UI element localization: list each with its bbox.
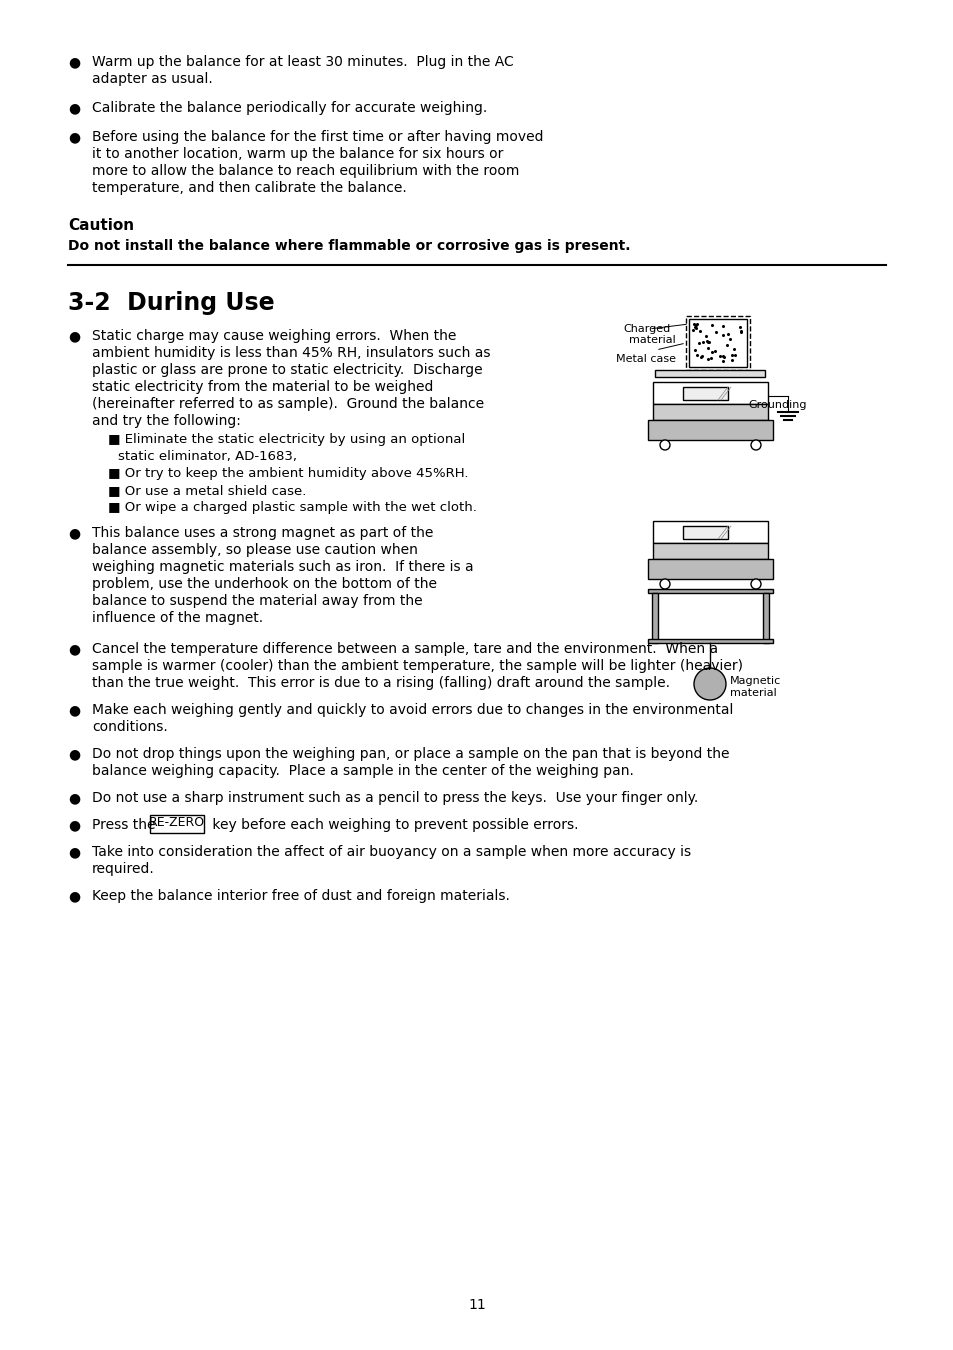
Text: required.: required. <box>91 863 154 876</box>
Text: ●: ● <box>68 747 80 761</box>
Text: ●: ● <box>68 845 80 859</box>
Text: RE-ZERO: RE-ZERO <box>149 817 205 829</box>
Circle shape <box>750 440 760 450</box>
Text: balance weighing capacity.  Place a sample in the center of the weighing pan.: balance weighing capacity. Place a sampl… <box>91 764 633 778</box>
Text: Cancel the temperature difference between a sample, tare and the environment.  W: Cancel the temperature difference betwee… <box>91 643 718 656</box>
Text: material: material <box>628 335 675 346</box>
Text: adapter as usual.: adapter as usual. <box>91 72 213 86</box>
Text: ●: ● <box>68 890 80 903</box>
Bar <box>647 639 772 643</box>
Bar <box>647 589 772 593</box>
Circle shape <box>693 668 725 701</box>
Text: ■ Or wipe a charged plastic sample with the wet cloth.: ■ Or wipe a charged plastic sample with … <box>108 501 477 514</box>
Text: material: material <box>729 688 776 698</box>
Text: ●: ● <box>68 130 80 144</box>
Text: ambient humidity is less than 45% RH, insulators such as: ambient humidity is less than 45% RH, in… <box>91 346 490 360</box>
Bar <box>150 815 204 833</box>
Text: Static charge may cause weighing errors.  When the: Static charge may cause weighing errors.… <box>91 329 456 343</box>
Text: ●: ● <box>68 703 80 717</box>
Bar <box>682 387 727 400</box>
Text: Charged: Charged <box>622 324 670 333</box>
Circle shape <box>750 579 760 589</box>
Text: Press the: Press the <box>91 818 160 832</box>
Text: ●: ● <box>68 643 80 656</box>
Text: sample is warmer (cooler) than the ambient temperature, the sample will be light: sample is warmer (cooler) than the ambie… <box>91 659 742 674</box>
Text: ■ Or use a metal shield case.: ■ Or use a metal shield case. <box>108 485 306 497</box>
Text: temperature, and then calibrate the balance.: temperature, and then calibrate the bala… <box>91 181 406 194</box>
Text: weighing magnetic materials such as iron.  If there is a: weighing magnetic materials such as iron… <box>91 560 473 574</box>
Text: Magnetic: Magnetic <box>729 676 781 686</box>
Circle shape <box>659 579 669 589</box>
Text: Do not use a sharp instrument such as a pencil to press the keys.  Use your fing: Do not use a sharp instrument such as a … <box>91 791 698 805</box>
Text: more to allow the balance to reach equilibrium with the room: more to allow the balance to reach equil… <box>91 163 518 178</box>
Text: it to another location, warm up the balance for six hours or: it to another location, warm up the bala… <box>91 147 503 161</box>
Text: ●: ● <box>68 818 80 832</box>
Bar <box>688 319 746 367</box>
Bar <box>655 370 764 377</box>
Text: ●: ● <box>68 55 80 69</box>
Bar <box>647 559 772 579</box>
Bar <box>652 382 767 404</box>
Bar <box>652 543 767 559</box>
Text: 3-2  During Use: 3-2 During Use <box>68 292 274 315</box>
Text: ■ Or try to keep the ambient humidity above 45%RH.: ■ Or try to keep the ambient humidity ab… <box>108 467 468 481</box>
Bar <box>651 593 658 643</box>
Text: plastic or glass are prone to static electricity.  Discharge: plastic or glass are prone to static ele… <box>91 363 482 377</box>
Text: balance to suspend the material away from the: balance to suspend the material away fro… <box>91 594 422 608</box>
Text: ●: ● <box>68 526 80 540</box>
Bar <box>652 521 767 543</box>
Bar <box>682 526 727 539</box>
Bar <box>652 404 767 420</box>
Text: Metal case: Metal case <box>616 354 676 364</box>
Text: 11: 11 <box>468 1297 485 1312</box>
Text: ●: ● <box>68 791 80 805</box>
Text: key before each weighing to prevent possible errors.: key before each weighing to prevent poss… <box>208 818 578 832</box>
Text: and try the following:: and try the following: <box>91 414 240 428</box>
Text: Do not drop things upon the weighing pan, or place a sample on the pan that is b: Do not drop things upon the weighing pan… <box>91 747 729 761</box>
Bar <box>685 316 749 370</box>
Text: Grounding: Grounding <box>747 400 805 410</box>
Text: ●: ● <box>68 101 80 115</box>
Text: (hereinafter referred to as sample).  Ground the balance: (hereinafter referred to as sample). Gro… <box>91 397 483 410</box>
Bar <box>762 593 768 643</box>
Text: Make each weighing gently and quickly to avoid errors due to changes in the envi: Make each weighing gently and quickly to… <box>91 703 733 717</box>
Text: Caution: Caution <box>68 217 134 234</box>
Text: Warm up the balance for at least 30 minutes.  Plug in the AC: Warm up the balance for at least 30 minu… <box>91 55 514 69</box>
Text: ■ Eliminate the static electricity by using an optional: ■ Eliminate the static electricity by us… <box>108 433 465 446</box>
Text: influence of the magnet.: influence of the magnet. <box>91 612 263 625</box>
Text: balance assembly, so please use caution when: balance assembly, so please use caution … <box>91 543 417 558</box>
Bar <box>647 420 772 440</box>
Text: static electricity from the material to be weighed: static electricity from the material to … <box>91 379 433 394</box>
Text: Take into consideration the affect of air buoyancy on a sample when more accurac: Take into consideration the affect of ai… <box>91 845 690 859</box>
Text: static eliminator, AD-1683,: static eliminator, AD-1683, <box>118 450 296 463</box>
Circle shape <box>659 440 669 450</box>
Text: Keep the balance interior free of dust and foreign materials.: Keep the balance interior free of dust a… <box>91 890 509 903</box>
Text: Calibrate the balance periodically for accurate weighing.: Calibrate the balance periodically for a… <box>91 101 487 115</box>
Text: This balance uses a strong magnet as part of the: This balance uses a strong magnet as par… <box>91 526 433 540</box>
Text: problem, use the underhook on the bottom of the: problem, use the underhook on the bottom… <box>91 576 436 591</box>
Text: Before using the balance for the first time or after having moved: Before using the balance for the first t… <box>91 130 543 144</box>
Text: Do not install the balance where flammable or corrosive gas is present.: Do not install the balance where flammab… <box>68 239 630 252</box>
Text: ●: ● <box>68 329 80 343</box>
Text: than the true weight.  This error is due to a rising (falling) draft around the : than the true weight. This error is due … <box>91 676 669 690</box>
Text: conditions.: conditions. <box>91 720 168 734</box>
